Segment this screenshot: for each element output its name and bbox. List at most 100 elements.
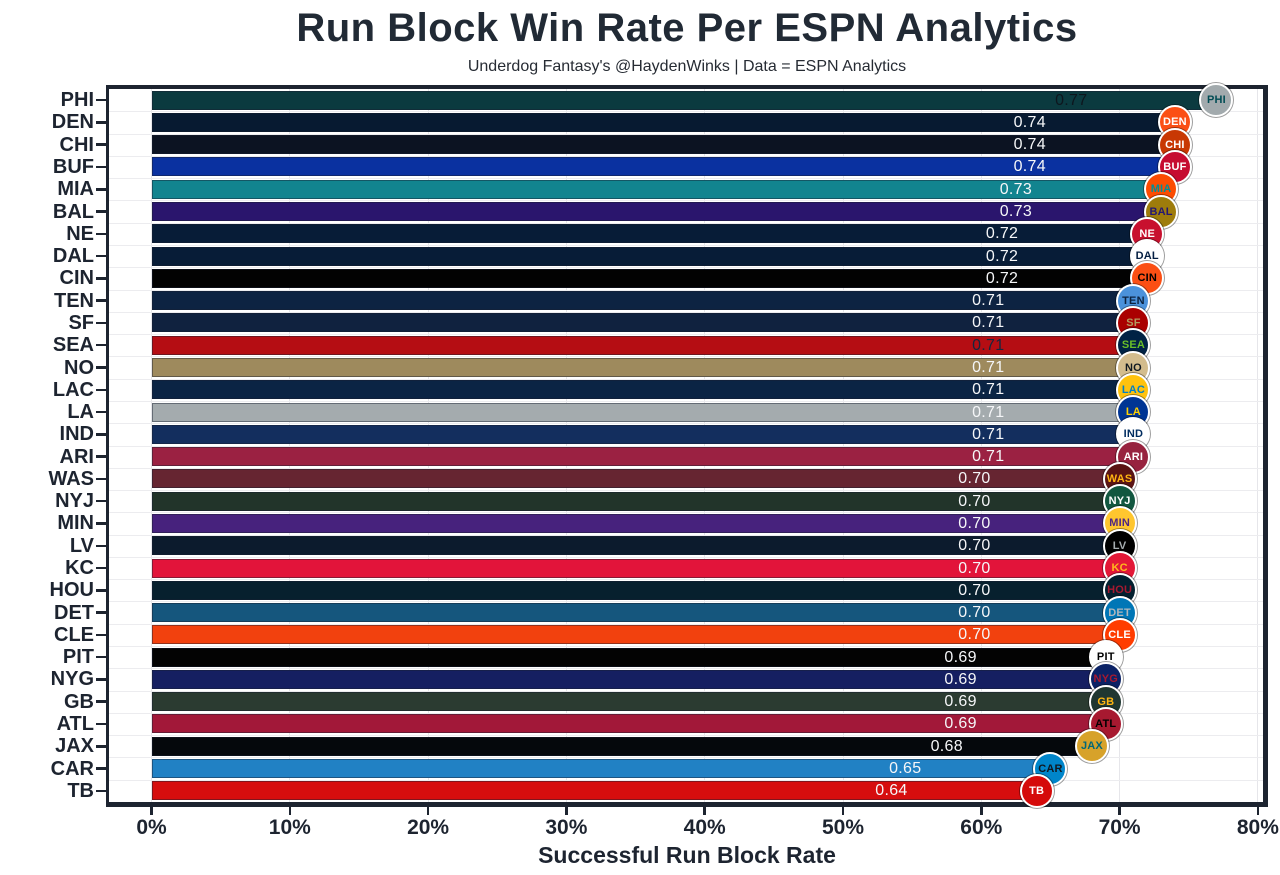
bar-value-label: 0.73 [999,180,1033,198]
horizontal-gridline [109,178,1263,180]
horizontal-gridline [109,512,1263,514]
horizontal-gridline [109,757,1263,759]
x-tick-label: 60% [960,816,1003,839]
y-tick-label-atl: ATL [56,713,94,736]
bar-chi: 0.74 [151,135,1175,155]
horizontal-gridline [109,289,1263,291]
y-tick-label-mia: MIA [57,178,94,201]
bar-value-label: 0.77 [1055,91,1088,109]
y-tick-mark [96,299,106,302]
y-tick-label-nyg: NYG [50,668,94,691]
bar-value-label: 0.70 [958,581,991,599]
y-tick-mark [96,254,106,258]
bar-value-label: 0.71 [972,336,1005,354]
y-tick-label-min: MIN [57,512,94,535]
y-tick-mark [96,188,106,191]
y-tick-label-la: LA [67,401,94,424]
horizontal-gridline [109,155,1263,157]
bar-value-label: 0.64 [875,782,908,800]
bar-value-label: 0.71 [972,425,1005,443]
y-tick-mark [96,210,106,213]
y-tick-mark [96,277,106,280]
bar-sf: 0.71 [151,313,1134,333]
horizontal-gridline [109,668,1263,670]
y-tick-label-tb: TB [67,779,94,802]
horizontal-gridline [109,378,1263,380]
horizontal-gridline [109,267,1263,269]
bar-phi: 0.77 [151,90,1217,110]
y-tick-label-dal: DAL [52,245,94,268]
bar-value-label: 0.74 [1013,113,1046,131]
y-tick-mark [96,633,106,637]
bar-value-label: 0.70 [958,514,991,532]
bar-was: 0.70 [151,469,1120,489]
y-tick-mark [96,232,106,236]
x-tick-mark [565,807,568,815]
bar-value-label: 0.70 [958,537,991,555]
bar-la: 0.71 [151,402,1134,422]
bar-value-label: 0.70 [958,604,991,622]
x-tick-label: 10% [268,816,311,839]
horizontal-gridline [109,534,1263,536]
horizontal-gridline [109,400,1263,402]
bar-sea: 0.71 [151,335,1134,355]
y-tick-label-ten: TEN [54,289,94,312]
bar-value-label: 0.70 [958,626,991,644]
bar-tb: 0.64 [151,781,1037,801]
y-tick-mark [96,165,106,169]
y-tick-label-cin: CIN [59,267,94,290]
bar-value-label: 0.69 [944,648,977,666]
bar-value-label: 0.71 [972,403,1005,421]
y-tick-label-det: DET [54,601,94,624]
bar-value-label: 0.74 [1013,136,1046,154]
horizontal-gridline [109,222,1263,224]
bar-nyj: 0.70 [151,491,1120,511]
y-tick-label-ne: NE [66,222,94,245]
horizontal-gridline [109,244,1263,246]
bar-atl: 0.69 [151,714,1106,734]
plot-area: 0.77 PHI 0.74 DEN 0.74 CHI 0.74 BUF 0.73 MIA 0.73 B… [106,83,1268,808]
bar-den: 0.74 [151,112,1175,132]
y-tick-label-sea: SEA [52,334,94,357]
x-axis-title: Successful Run Block Rate [538,842,836,868]
x-tick-label: 40% [683,816,726,839]
y-tick-label-kc: KC [65,557,94,580]
y-tick-mark [96,98,106,102]
x-tick-label: 30% [545,816,588,839]
horizontal-gridline [109,646,1263,648]
chart-subtitle: Underdog Fantasy's @HaydenWinks | Data =… [467,58,907,75]
horizontal-gridline [109,623,1263,625]
bar-value-label: 0.65 [889,760,922,778]
bar-value-label: 0.71 [972,448,1005,466]
horizontal-gridline [109,690,1263,692]
bar-value-label: 0.70 [958,492,991,510]
bar-mia: 0.73 [151,179,1162,199]
bar-lac: 0.71 [151,380,1134,400]
bar-gb: 0.69 [151,692,1106,712]
bar-value-label: 0.70 [958,559,991,577]
bar-nyg: 0.69 [151,669,1106,689]
phi-team-logo-icon: PHI [1199,83,1234,118]
bar-ind: 0.71 [151,424,1134,444]
horizontal-gridline [109,467,1263,469]
horizontal-gridline [109,601,1263,603]
tb-team-logo-icon: TB [1019,773,1054,808]
y-tick-mark [96,722,106,726]
y-tick-mark [96,343,106,347]
bar-no: 0.71 [151,357,1134,377]
bar-value-label: 0.68 [930,737,963,755]
bar-value-label: 0.74 [1013,158,1046,176]
y-tick-mark [96,455,106,458]
jax-team-logo-icon: JAX [1074,729,1109,764]
bar-value-label: 0.71 [972,358,1005,376]
y-tick-mark [96,477,106,481]
bar-bal: 0.73 [151,202,1162,221]
y-tick-mark [96,789,106,793]
y-tick-mark [96,522,106,525]
x-tick-mark [150,807,153,815]
horizontal-gridline [109,133,1263,135]
x-tick-mark [288,807,292,815]
y-tick-mark [96,767,106,770]
y-tick-label-sf: SF [68,311,94,334]
bar-value-label: 0.70 [958,470,991,488]
